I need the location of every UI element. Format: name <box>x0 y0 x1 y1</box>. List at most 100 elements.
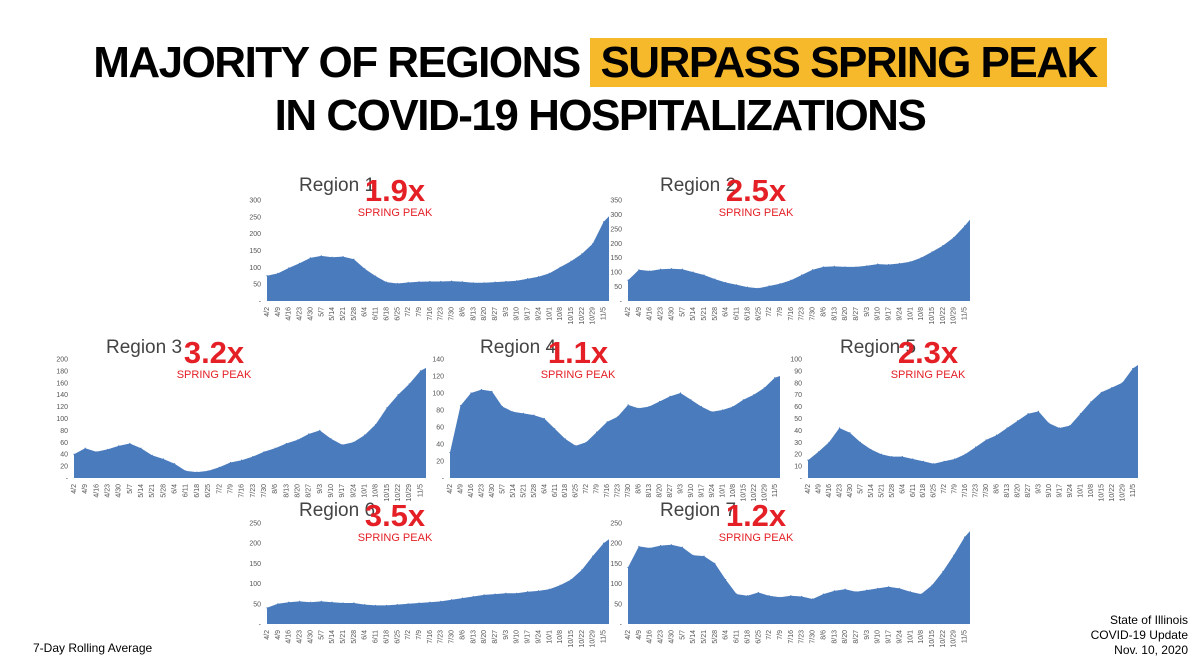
x-tick-label: 9/3 <box>678 484 685 494</box>
series-area <box>74 367 426 478</box>
source-line-1: State of Illinois <box>1109 613 1188 627</box>
data-point <box>692 554 694 556</box>
y-tick-label: 20 <box>60 464 68 471</box>
x-tick-label: 7/23 <box>799 630 806 644</box>
headline-line-2: IN COVID-19 HOSPITALIZATIONS <box>274 91 927 140</box>
data-point <box>963 225 966 227</box>
data-point <box>296 439 299 441</box>
x-tick-label: 6/18 <box>562 484 569 498</box>
data-point <box>627 404 629 406</box>
data-point <box>537 590 540 592</box>
x-tick-label: 9/3 <box>503 307 510 317</box>
x-tick-label: 9/24 <box>535 630 542 644</box>
x-tick-label: 7/2 <box>766 307 773 317</box>
data-point <box>418 281 420 283</box>
x-tick-label: 5/28 <box>531 484 538 498</box>
x-tick-label: 6/18 <box>920 484 927 498</box>
y-tick-label: 300 <box>610 212 622 219</box>
data-point <box>768 285 770 287</box>
x-tick-label: 6/18 <box>383 307 390 321</box>
data-point <box>592 555 594 557</box>
data-point <box>700 406 703 408</box>
data-point <box>95 451 97 453</box>
x-tick-label: 5/14 <box>329 630 336 644</box>
x-tick-label: 5/14 <box>690 630 697 644</box>
chart-title: Region 2 <box>660 175 736 196</box>
x-tick-label: 7/23 <box>250 484 257 498</box>
data-point <box>320 600 322 602</box>
data-point <box>627 279 629 281</box>
data-point <box>570 578 572 581</box>
y-tick-label: 100 <box>56 416 68 423</box>
data-point <box>669 395 671 397</box>
data-point <box>516 592 518 594</box>
data-point <box>252 455 254 458</box>
x-tick-label: 4/9 <box>816 484 823 494</box>
data-point <box>288 267 290 269</box>
y-tick-label: 60 <box>794 404 802 411</box>
spring-peak-label: SPRING PEAK <box>358 532 433 544</box>
x-tick-label: 4/9 <box>636 630 643 640</box>
x-tick-label: 6/25 <box>205 484 212 498</box>
data-point <box>374 604 377 607</box>
data-point <box>218 466 220 468</box>
data-point <box>692 271 694 273</box>
x-tick-label: 10/22 <box>395 484 402 502</box>
x-tick-label: 9/17 <box>698 484 705 498</box>
x-tick-label: 10/22 <box>1109 484 1116 502</box>
spring-peak-label: SPRING PEAK <box>719 532 794 544</box>
data-point <box>408 383 410 385</box>
data-point <box>309 601 312 603</box>
data-point <box>285 442 287 445</box>
x-tick-label: 4/2 <box>625 630 632 640</box>
x-tick-label: 8/20 <box>842 630 849 644</box>
x-tick-label: 11/5 <box>601 307 608 320</box>
y-tick-label: 20 <box>436 459 444 466</box>
y-tick-label: 80 <box>60 428 68 435</box>
x-tick-label: 10/22 <box>940 630 947 648</box>
x-tick-label: 7/30 <box>625 484 632 498</box>
data-point <box>790 279 792 281</box>
x-tick-label: 4/16 <box>93 484 100 498</box>
multiplier-label: 1.9x <box>365 173 426 208</box>
x-tick-label: 8/27 <box>667 484 674 498</box>
x-tick-label: 4/23 <box>478 484 485 498</box>
x-tick-label: 5/7 <box>318 630 325 640</box>
x-tick-label: 6/18 <box>744 307 751 321</box>
data-point <box>537 276 540 278</box>
x-tick-label: 10/1 <box>907 630 914 644</box>
data-point <box>1069 425 1071 427</box>
x-tick-label: 7/2 <box>405 307 412 317</box>
x-tick-label: 4/16 <box>647 307 654 321</box>
footnote-rolling-average: 7-Day Rolling Average <box>33 641 153 655</box>
data-point <box>637 407 640 409</box>
data-point <box>898 587 901 590</box>
data-point <box>659 545 662 547</box>
y-tick-label: 250 <box>610 226 622 233</box>
x-tick-label: 4/16 <box>826 484 833 498</box>
data-point <box>931 584 933 586</box>
data-point <box>866 589 868 591</box>
data-point <box>757 591 759 594</box>
x-tick-label: 9/3 <box>317 484 324 494</box>
x-tick-label: 10/8 <box>918 307 925 321</box>
x-tick-label: 10/15 <box>1098 484 1105 502</box>
data-point <box>364 268 366 270</box>
data-point <box>353 258 355 260</box>
spring-peak-label: SPRING PEAK <box>541 369 616 381</box>
data-point <box>909 591 911 593</box>
y-tick-label: 100 <box>790 357 802 364</box>
x-tick-label: 4/30 <box>847 484 854 498</box>
data-point <box>721 409 723 411</box>
y-tick-label: 100 <box>249 265 261 272</box>
x-tick-label: 7/16 <box>427 630 434 644</box>
y-tick-label: 100 <box>610 270 622 277</box>
data-point <box>118 445 120 447</box>
x-tick-label: 8/27 <box>1025 484 1032 498</box>
x-tick-label: 4/2 <box>805 484 812 494</box>
x-tick-label: 4/9 <box>636 307 643 317</box>
y-tick-label: 100 <box>249 581 261 588</box>
y-tick-label: 60 <box>60 440 68 447</box>
data-point <box>964 453 966 455</box>
